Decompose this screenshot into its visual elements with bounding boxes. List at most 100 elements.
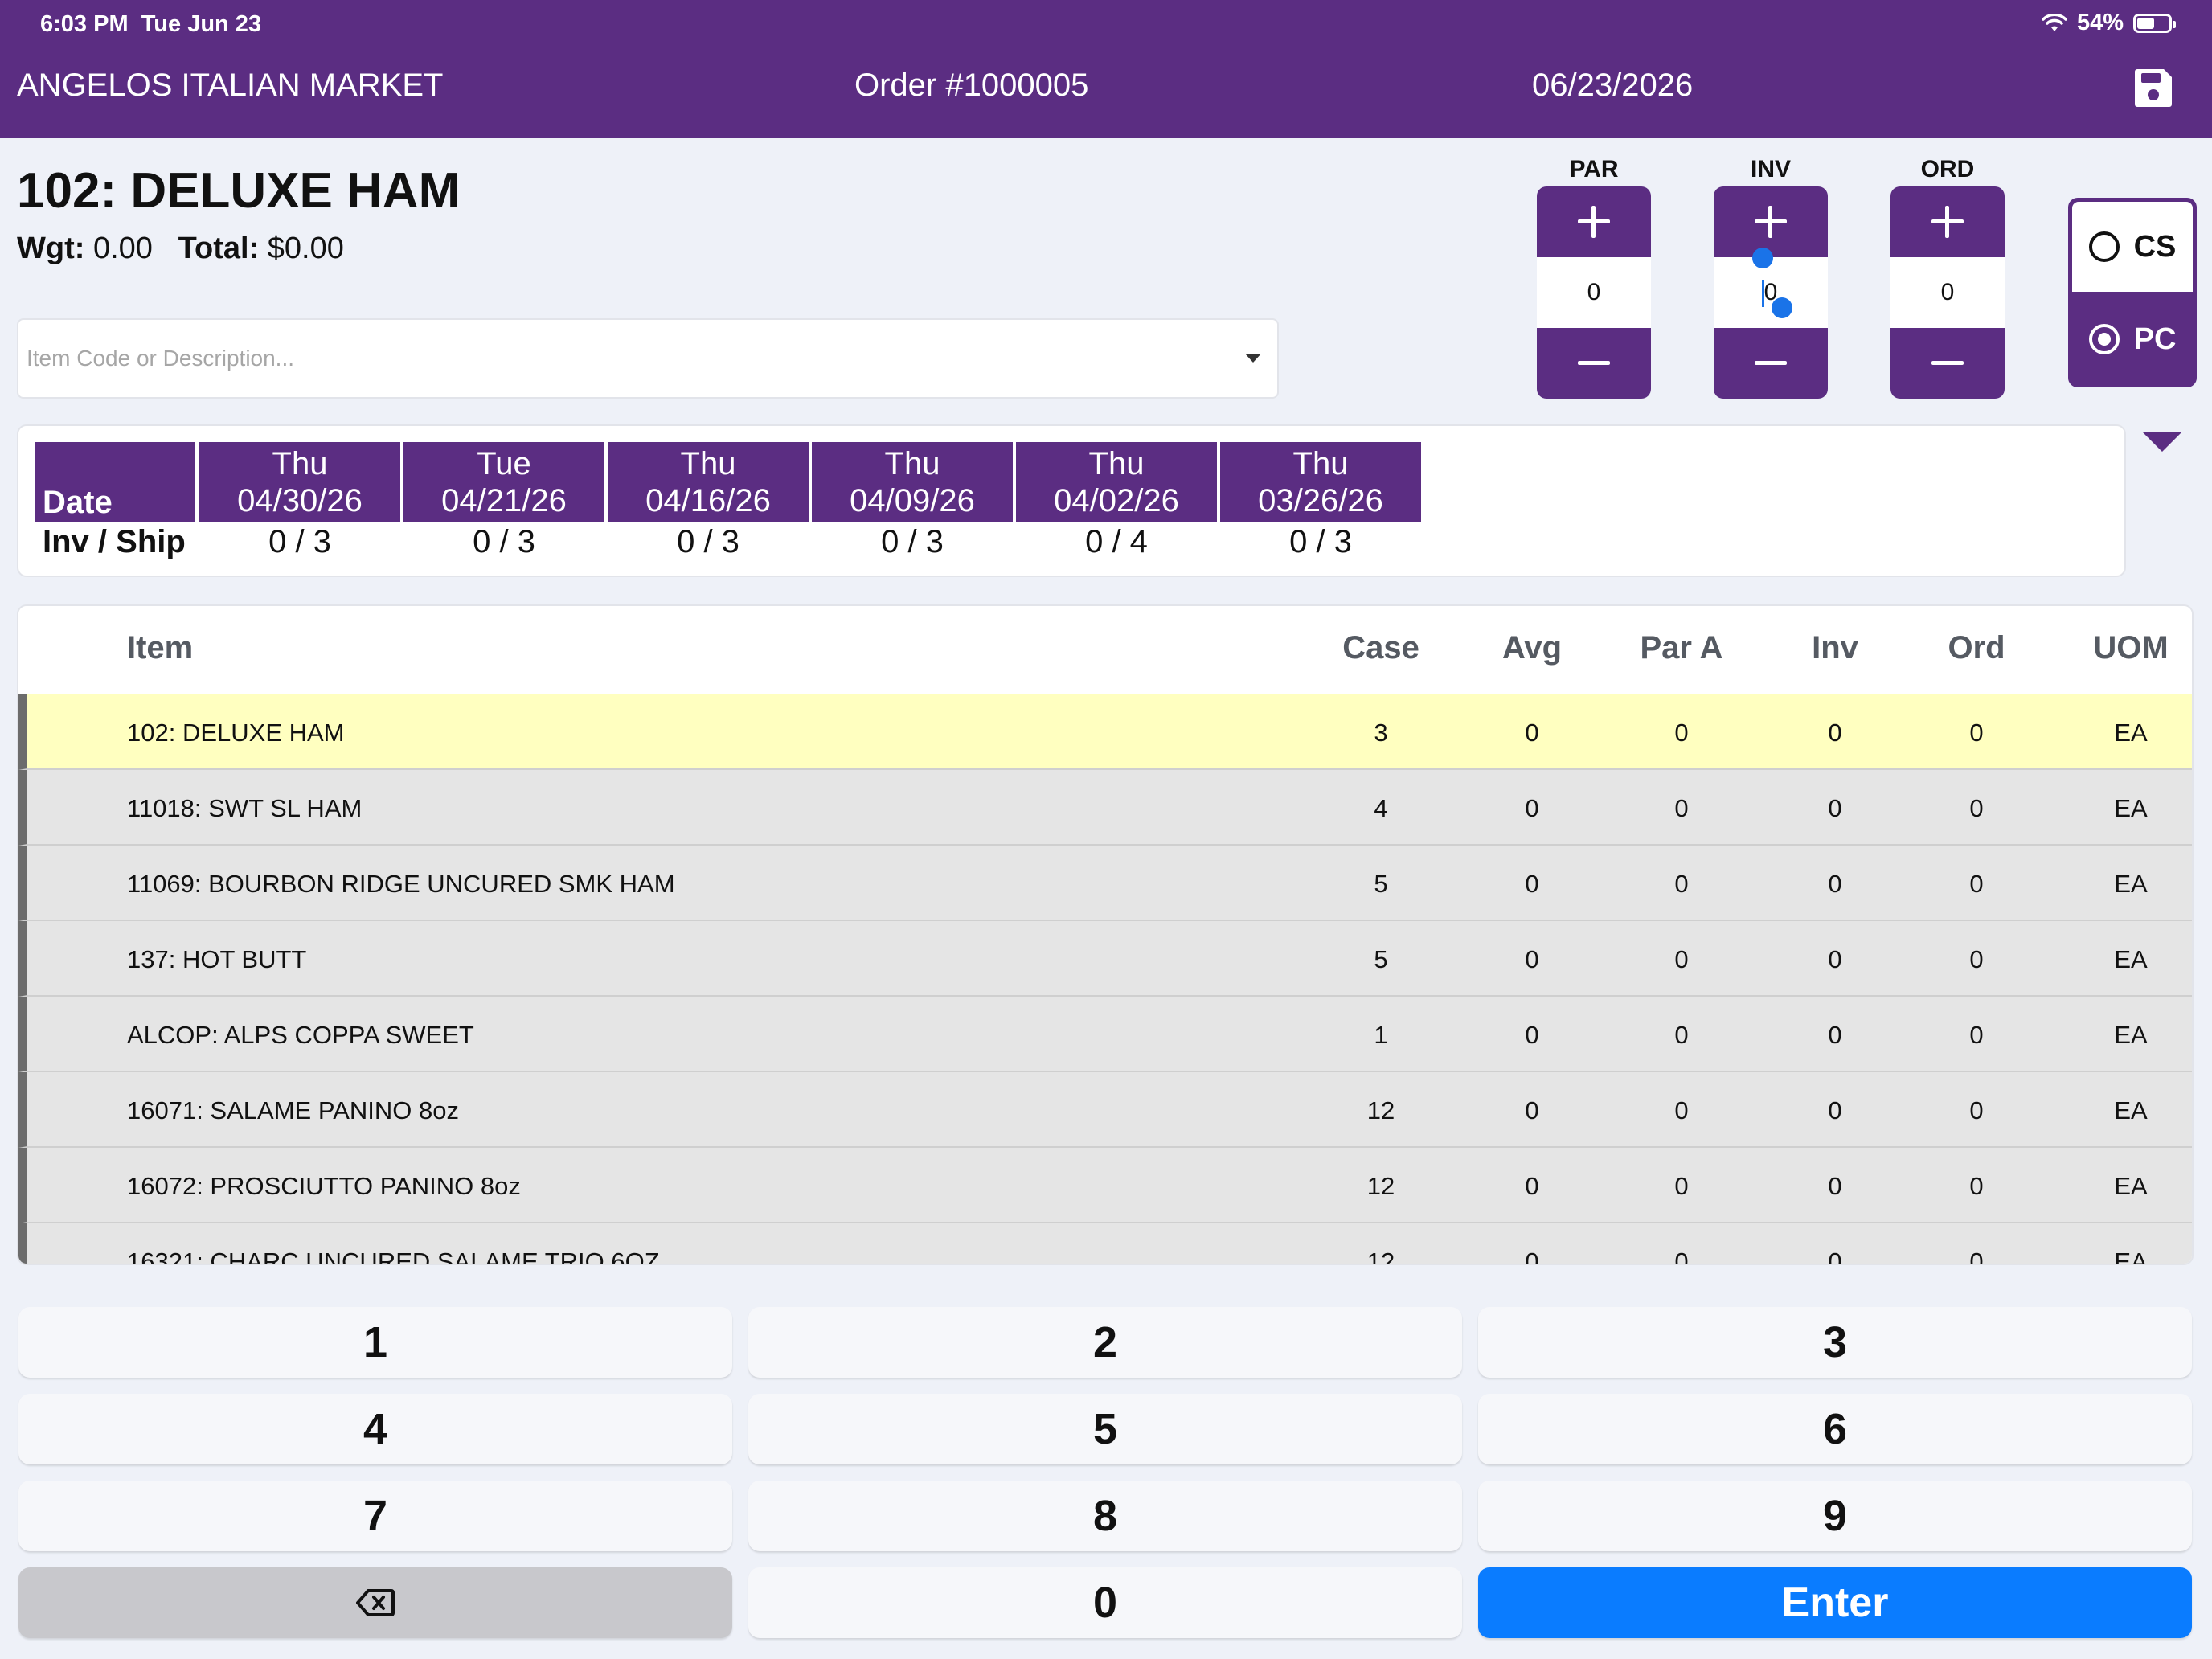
cell-avg: 0 <box>1525 1172 1539 1200</box>
cell-item: 16072: PROSCIUTTO PANINO 8oz <box>127 1172 521 1200</box>
table-row[interactable]: 16321: CHARC UNCURED SALAME TRIO 6OZ 12 0 0… <box>18 1223 2192 1265</box>
wgt-label: Wgt: <box>17 231 85 265</box>
history-day: Tue <box>477 446 531 481</box>
table-row[interactable]: 16071: SALAME PANINO 8oz 12 0 0 0 0 EA <box>18 1072 2192 1148</box>
inv-stepper: INV 0 <box>1714 153 1828 399</box>
key-6[interactable]: 6 <box>1478 1394 2192 1464</box>
table-row[interactable]: ALCOP: ALPS COPPA SWEET 1 0 0 0 0 EA <box>18 997 2192 1072</box>
ord-box: 0 <box>1890 186 2005 399</box>
key-0[interactable]: 0 <box>748 1567 1462 1638</box>
cell-par: 0 <box>1674 719 1689 747</box>
backspace-icon <box>356 1589 395 1616</box>
cell-case: 12 <box>1366 1247 1395 1265</box>
key-7[interactable]: 7 <box>18 1481 732 1551</box>
history-column: Thu 04/30/26 <box>199 442 400 522</box>
table-row[interactable]: 11069: BOURBON RIDGE UNCURED SMK HAM 5 0 0 0… <box>18 846 2192 921</box>
key-5[interactable]: 5 <box>748 1394 1462 1464</box>
order-number: Order #1000005 <box>854 68 1089 103</box>
cell-par: 0 <box>1674 870 1689 898</box>
item-search[interactable] <box>17 318 1279 399</box>
cell-case: 5 <box>1374 870 1388 898</box>
key-4[interactable]: 4 <box>18 1394 732 1464</box>
key-1[interactable]: 1 <box>18 1307 732 1378</box>
selection-handle-end[interactable] <box>1772 297 1792 318</box>
ord-value[interactable]: 0 <box>1890 257 2005 328</box>
selection-handle-start[interactable] <box>1752 248 1773 268</box>
table-row[interactable]: 11018: SWT SL HAM 4 0 0 0 0 EA <box>18 770 2192 846</box>
col-inv[interactable]: Inv <box>1812 630 1858 666</box>
history-date: 04/02/26 <box>1054 483 1179 518</box>
history-date: 04/30/26 <box>237 483 363 518</box>
col-ord[interactable]: Ord <box>1948 630 2005 666</box>
col-case[interactable]: Case <box>1342 630 1419 666</box>
top-bar: 6:03 PM Tue Jun 23 54% ANGELOS ITALIAN M… <box>0 0 2212 138</box>
history-value: 0 / 3 <box>677 524 739 559</box>
cell-par: 0 <box>1674 1021 1689 1049</box>
ord-label: ORD <box>1920 156 1975 182</box>
delete-key[interactable] <box>18 1567 732 1638</box>
col-par[interactable]: Par A <box>1640 630 1723 666</box>
cell-ord: 0 <box>1969 1096 1984 1124</box>
triangle-down-icon[interactable] <box>2143 432 2181 452</box>
cell-uom: EA <box>2114 1247 2148 1265</box>
inv-plus-button[interactable] <box>1714 186 1828 257</box>
inv-value[interactable]: 0 <box>1714 248 1828 328</box>
history-date: 04/16/26 <box>645 483 771 518</box>
cell-inv: 0 <box>1828 1096 1842 1124</box>
cell-inv: 0 <box>1828 945 1842 973</box>
history-day: Thu <box>272 446 328 481</box>
par-minus-button[interactable] <box>1537 328 1651 399</box>
key-9[interactable]: 9 <box>1478 1481 2192 1551</box>
cell-inv: 0 <box>1828 1172 1842 1200</box>
par-plus-button[interactable] <box>1537 186 1651 257</box>
ord-minus-button[interactable] <box>1890 328 2005 399</box>
key-3[interactable]: 3 <box>1478 1307 2192 1378</box>
enter-key[interactable]: Enter <box>1478 1567 2192 1638</box>
par-stepper: PAR 0 <box>1537 153 1651 399</box>
text-cursor <box>1762 280 1764 307</box>
cell-par: 0 <box>1674 1247 1689 1265</box>
chevron-down-icon[interactable] <box>1245 354 1261 363</box>
table-row[interactable]: 137: HOT BUTT 5 0 0 0 0 EA <box>18 921 2192 997</box>
cell-uom: EA <box>2114 870 2148 898</box>
history-column: Thu 04/09/26 <box>812 442 1013 522</box>
table-body: 102: DELUXE HAM 3 0 0 0 0 EA 11018: SWT SL HAM 4… <box>18 694 2192 1265</box>
plus-icon-stroke <box>1768 206 1772 238</box>
cell-avg: 0 <box>1525 794 1539 822</box>
history-day: Thu <box>884 446 940 481</box>
col-avg[interactable]: Avg <box>1501 630 1563 666</box>
cell-uom: EA <box>2114 1096 2148 1124</box>
items-table: Item Case Avg Par A Inv Ord UOM 102: DEL… <box>17 604 2194 1265</box>
par-value[interactable]: 0 <box>1537 257 1651 328</box>
cell-uom: EA <box>2114 794 2148 822</box>
search-input[interactable] <box>27 334 1216 383</box>
cell-inv: 0 <box>1828 1021 1842 1049</box>
key-8[interactable]: 8 <box>748 1481 1462 1551</box>
floppy-disk-icon[interactable] <box>2132 66 2175 109</box>
par-box: 0 <box>1537 186 1651 399</box>
col-item[interactable]: Item <box>127 630 194 666</box>
table-row[interactable]: 102: DELUXE HAM 3 0 0 0 0 EA <box>18 694 2192 770</box>
cell-inv: 0 <box>1828 719 1842 747</box>
col-uom[interactable]: UOM <box>2093 630 2169 666</box>
history-value: 0 / 3 <box>881 524 944 559</box>
minus-icon <box>1578 361 1610 365</box>
cell-avg: 0 <box>1525 945 1539 973</box>
order-date[interactable]: 06/23/2026 <box>1532 68 1694 103</box>
ord-plus-button[interactable] <box>1890 186 2005 257</box>
unit-cs-option[interactable]: CS <box>2072 202 2193 292</box>
history-column: Tue 04/21/26 <box>403 442 604 522</box>
unit-cs-label: CS <box>2133 229 2177 264</box>
key-2[interactable]: 2 <box>748 1307 1462 1378</box>
cell-inv: 0 <box>1828 870 1842 898</box>
inv-minus-button[interactable] <box>1714 328 1828 399</box>
cell-uom: EA <box>2114 1172 2148 1200</box>
cell-case: 3 <box>1374 719 1388 747</box>
cell-par: 0 <box>1674 794 1689 822</box>
cell-inv: 0 <box>1828 794 1842 822</box>
unit-pc-option[interactable]: PC <box>2072 296 2193 383</box>
cell-par: 0 <box>1674 1172 1689 1200</box>
history-value: 0 / 3 <box>473 524 535 559</box>
table-row[interactable]: 16072: PROSCIUTTO PANINO 8oz 12 0 0 0 0 EA <box>18 1148 2192 1223</box>
cell-case: 12 <box>1366 1096 1395 1124</box>
